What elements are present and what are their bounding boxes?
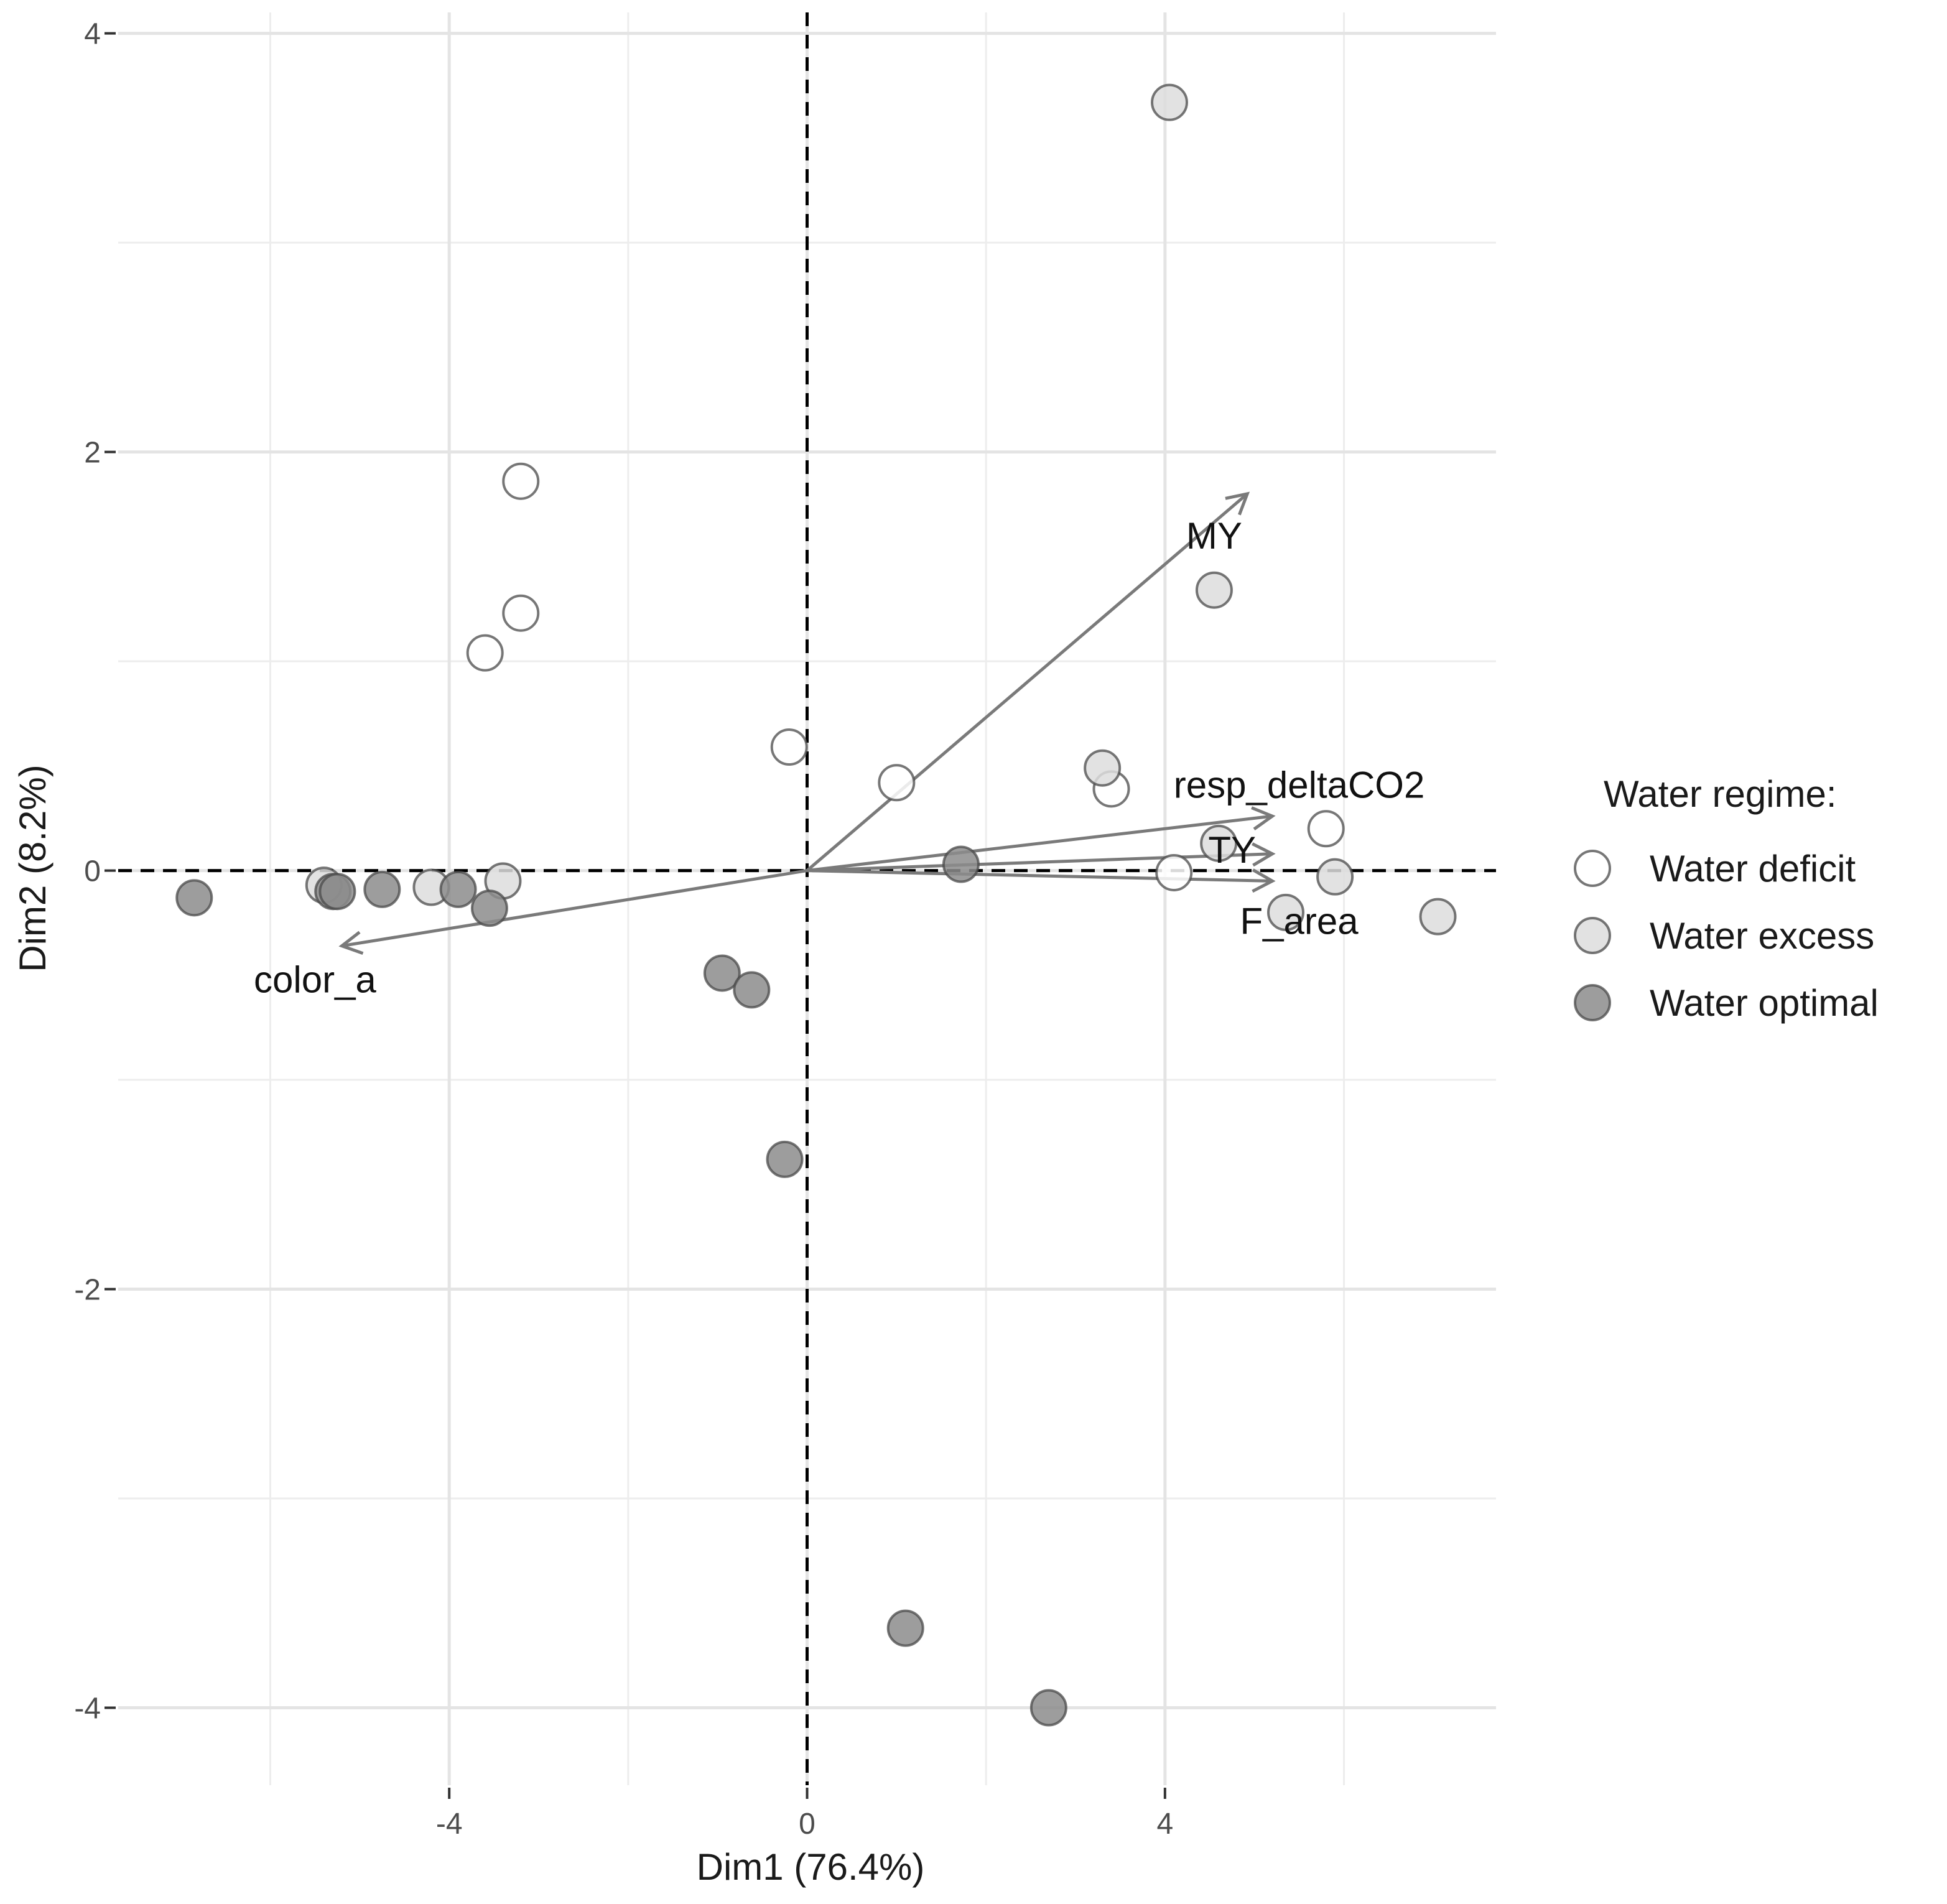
data-point xyxy=(175,879,213,917)
variable-label: F_area xyxy=(1240,900,1359,942)
variable-arrow-line xyxy=(807,869,1273,883)
data-point xyxy=(1316,858,1354,896)
y-tick-label: 2 xyxy=(84,437,101,470)
variable-arrow-head xyxy=(1225,491,1250,516)
data-point xyxy=(766,1140,804,1178)
data-point xyxy=(878,764,916,802)
variable-label: TY xyxy=(1208,829,1256,871)
legend-label: Water optimal xyxy=(1650,982,1879,1024)
data-point xyxy=(502,462,540,500)
variable-arrows xyxy=(338,491,1276,955)
variable-label: MY xyxy=(1186,515,1242,557)
x-tick-label: 0 xyxy=(799,1808,816,1841)
legend-label: Water deficit xyxy=(1650,848,1856,889)
legend-entries: Water deficit Water excess Water optimal xyxy=(1574,848,1879,1024)
variable-label: resp_deltaCO2 xyxy=(1174,764,1425,806)
y-tick-label: -4 xyxy=(74,1693,101,1725)
variable-arrow-line xyxy=(807,852,1273,873)
data-point xyxy=(466,634,504,672)
legend-key xyxy=(1574,917,1611,954)
variable-arrow-line xyxy=(807,814,1273,873)
data-point xyxy=(886,1609,924,1647)
reference-lines xyxy=(118,12,1496,1785)
data-point xyxy=(1419,898,1457,936)
data-point xyxy=(770,728,808,766)
data-point xyxy=(439,870,477,908)
data-point xyxy=(733,971,771,1009)
data-points xyxy=(175,83,1457,1727)
legend-title: Water regime: xyxy=(1604,773,1837,815)
variable-arrow-head xyxy=(1251,806,1276,830)
legend-key xyxy=(1574,850,1611,887)
legend-key xyxy=(1574,984,1611,1021)
variable-arrow-line xyxy=(806,493,1248,872)
data-point xyxy=(1151,83,1189,121)
axis-ticks: -4 0 4 -4 -2 0 2 4 xyxy=(74,18,1173,1841)
data-point xyxy=(1155,853,1193,891)
data-point xyxy=(1200,824,1238,862)
data-point xyxy=(1307,810,1345,848)
variable-label: color_a xyxy=(254,959,376,1001)
y-tick-label: -2 xyxy=(74,1274,101,1307)
variable-arrow-line xyxy=(342,869,807,948)
legend-label: Water excess xyxy=(1650,915,1874,957)
data-point xyxy=(703,954,741,992)
data-point xyxy=(470,889,508,927)
data-point xyxy=(942,845,980,883)
x-tick-label: 4 xyxy=(1156,1808,1173,1841)
data-point xyxy=(318,873,356,911)
y-axis-title: Dim2 (8.2%) xyxy=(12,764,53,972)
y-tick-label: 4 xyxy=(84,18,101,51)
x-axis-title: Dim1 (76.4%) xyxy=(697,1846,925,1888)
data-point xyxy=(363,870,401,908)
x-tick-label: -4 xyxy=(436,1808,463,1841)
data-point xyxy=(1029,1689,1067,1727)
variable-arrow-head xyxy=(1252,842,1276,867)
data-point xyxy=(1195,571,1233,609)
data-point xyxy=(1266,893,1304,931)
data-point xyxy=(502,594,540,632)
variable-arrow-head xyxy=(1252,868,1276,893)
variable-arrow-head xyxy=(338,931,364,955)
data-point xyxy=(1084,749,1122,787)
y-tick-label: 0 xyxy=(84,855,101,888)
variable-labels: MY resp_deltaCO2 TY F_area color_a xyxy=(254,515,1424,1000)
